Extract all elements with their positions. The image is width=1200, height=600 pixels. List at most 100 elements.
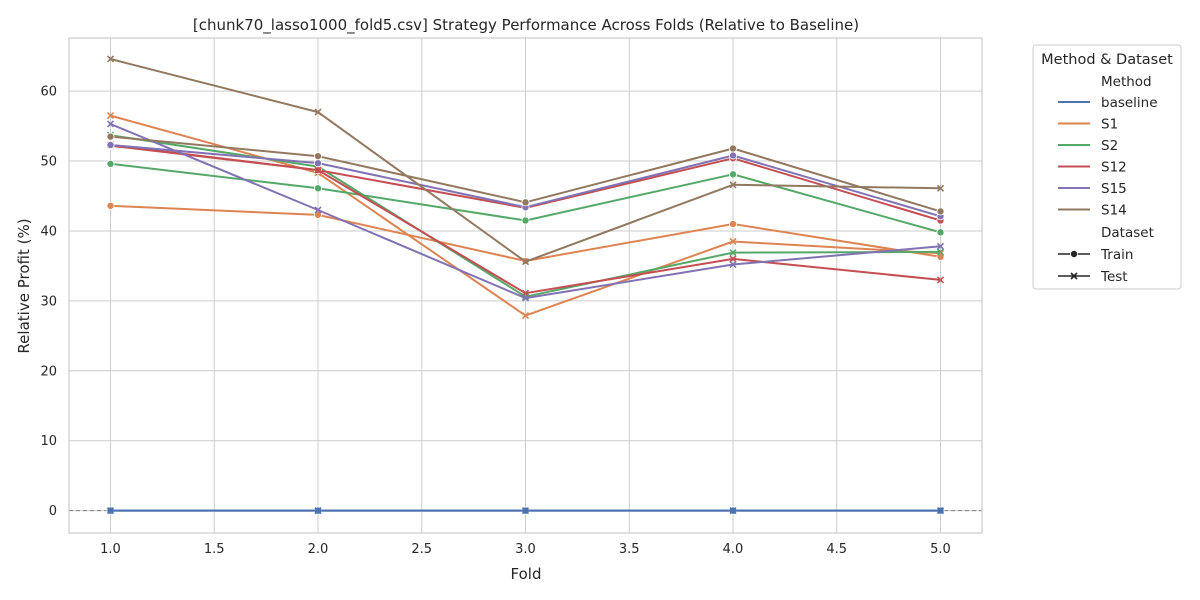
grid-layer	[69, 38, 982, 533]
data-point	[314, 507, 322, 515]
plot-frame	[68, 37, 983, 534]
x-marker-stroke	[936, 507, 945, 515]
data-point	[106, 201, 115, 210]
legend: Method & Dataset Method baseline S1 S2 S12 S…	[1032, 44, 1182, 290]
x-marker-stroke	[936, 242, 945, 250]
x-marker-stroke	[521, 258, 530, 266]
x-tick-label: 2.0	[308, 542, 329, 557]
legend-label: Train	[1100, 247, 1133, 263]
x-marker-stroke	[106, 120, 115, 128]
data-point	[106, 55, 115, 63]
series-s2-train	[106, 159, 945, 237]
data-point	[936, 507, 945, 515]
legend-item-s1: S1	[1058, 117, 1118, 133]
legend-label: baseline	[1101, 95, 1158, 111]
data-point	[729, 507, 737, 515]
legend-item-s12: S12	[1058, 160, 1127, 176]
legend-label: S2	[1101, 138, 1118, 154]
x-marker-stroke	[314, 206, 322, 214]
legend-label: Test	[1100, 269, 1128, 285]
x-marker-stroke	[729, 255, 737, 263]
data-point	[729, 249, 737, 257]
data-point	[936, 248, 945, 256]
data-point	[314, 166, 322, 174]
legend-label: S15	[1101, 181, 1127, 197]
legend-methods: baseline S1 S2 S12 S15 S14	[1058, 95, 1158, 219]
x-marker-stroke	[936, 248, 945, 256]
y-tick-label: 60	[40, 85, 57, 100]
legend-item-s15: S15	[1058, 181, 1127, 197]
series-s14-test	[106, 55, 945, 266]
legend-item-baseline: baseline	[1058, 95, 1158, 111]
data-point	[936, 242, 945, 250]
data-point	[729, 181, 737, 189]
data-point	[521, 216, 530, 225]
y-tick-label: 20	[40, 364, 57, 379]
data-point	[729, 255, 737, 263]
x-tick-label: 5.0	[930, 542, 951, 557]
legend-item-s14: S14	[1058, 203, 1127, 219]
x-marker-stroke	[106, 112, 115, 120]
data-point	[936, 184, 945, 192]
x-tick-label: 4.5	[826, 542, 847, 557]
data-point	[936, 228, 945, 237]
data-point	[729, 151, 738, 160]
data-point	[729, 237, 737, 246]
data-point	[729, 219, 738, 228]
data-point	[313, 184, 322, 193]
data-point	[106, 112, 115, 120]
legend-label: S12	[1101, 160, 1127, 176]
legend-dataset-header: Dataset	[1101, 225, 1154, 241]
x-marker-stroke	[936, 184, 945, 192]
legend-item-train: Train	[1058, 247, 1133, 263]
data-point	[729, 144, 738, 153]
data-point	[521, 507, 530, 515]
x-tick-label: 2.5	[411, 542, 432, 557]
legend-item-s2: S2	[1058, 138, 1118, 154]
data-point	[936, 207, 945, 216]
series-layer	[106, 55, 945, 515]
y-tick-label: 10	[40, 434, 57, 449]
series-baseline-test	[106, 507, 945, 515]
x-marker-stroke	[729, 181, 737, 189]
y-tick-label: 40	[40, 224, 57, 239]
data-point	[313, 159, 322, 168]
x-marker-stroke	[521, 311, 530, 320]
x-tick-label: 3.5	[619, 542, 640, 557]
chart-title: [chunk70_lasso1000_fold5.csv] Strategy P…	[193, 16, 859, 35]
y-tick-label: 30	[40, 294, 57, 309]
y-axis-label: Relative Profit (%)	[15, 218, 33, 353]
x-tick-label: 3.0	[515, 542, 536, 557]
x-tick-label: 4.0	[723, 542, 744, 557]
data-point	[106, 507, 115, 515]
legend-label: S14	[1101, 203, 1127, 219]
legend-box	[1032, 44, 1182, 290]
legend-marker	[1070, 272, 1078, 280]
x-marker-stroke	[314, 507, 322, 515]
x-marker-stroke	[106, 507, 115, 515]
data-point	[106, 140, 115, 149]
legend-method-header: Method	[1101, 74, 1152, 90]
x-marker-stroke	[1070, 272, 1078, 280]
data-point	[106, 132, 115, 141]
x-marker-stroke	[936, 276, 945, 284]
data-point	[729, 260, 737, 269]
y-tick-label: 0	[49, 504, 57, 519]
x-marker-stroke	[521, 507, 530, 515]
x-marker-stroke	[314, 108, 322, 116]
x-marker-stroke	[106, 55, 115, 63]
data-point	[314, 108, 322, 116]
data-point	[936, 276, 945, 284]
y-tick-label: 50	[40, 155, 57, 170]
legend-label: S1	[1101, 117, 1118, 133]
series-s14-train	[106, 132, 945, 216]
x-marker-stroke	[729, 507, 737, 515]
series-s15-test	[106, 120, 945, 302]
data-point	[729, 170, 738, 179]
x-marker-stroke	[936, 249, 945, 257]
data-point	[521, 294, 530, 302]
data-point	[106, 120, 115, 128]
legend-item-test: Test	[1058, 269, 1128, 285]
x-marker-stroke	[729, 260, 737, 269]
